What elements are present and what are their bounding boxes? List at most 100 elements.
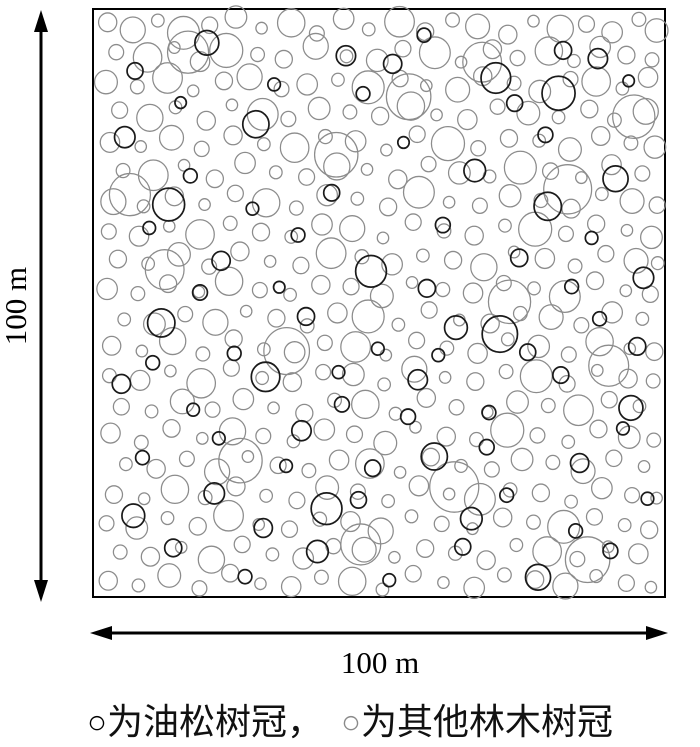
other-tree-crown-circle	[136, 199, 151, 214]
other-tree-crown-circle	[401, 355, 428, 383]
other-tree-crown-circle	[408, 125, 426, 144]
other-tree-crown-circle	[532, 133, 547, 148]
other-tree-crown-circle	[99, 131, 121, 154]
other-tree-crown-circle	[133, 434, 149, 451]
other-tree-crown-circle	[466, 372, 485, 391]
other-tree-crown-circle	[331, 72, 345, 87]
other-tree-crown-circle	[185, 219, 215, 250]
other-tree-crown-circle	[351, 389, 380, 420]
other-tree-crown-circle	[564, 536, 611, 584]
pine-crown-circle	[481, 404, 497, 421]
pine-crown-circle	[509, 248, 529, 268]
other-tree-crown-circle	[408, 475, 430, 497]
pine-crown-circle	[142, 220, 157, 236]
pine-crown-circle	[524, 563, 552, 592]
other-tree-crown-circle	[232, 387, 255, 411]
other-tree-crown-circle	[624, 486, 641, 504]
other-tree-crown-circle	[557, 225, 574, 243]
other-tree-crown-circle	[166, 241, 191, 267]
other-tree-crown-circle	[311, 274, 331, 295]
pine-crown-circle	[296, 306, 316, 327]
pine-crown-circle	[163, 538, 183, 558]
other-tree-crown-circle	[295, 403, 314, 423]
other-tree-crown-circle	[506, 390, 529, 414]
other-tree-crown-circle	[316, 334, 333, 352]
other-tree-crown-circle	[567, 53, 581, 69]
pine-crown-circle	[111, 373, 132, 395]
other-tree-crown-circle	[480, 313, 500, 334]
pine-crown-circle	[632, 266, 655, 290]
other-tree-crown-circle	[415, 248, 430, 263]
other-tree-crown-circle	[341, 362, 365, 387]
other-tree-crown-circle	[141, 256, 156, 271]
other-tree-crown-circle	[162, 418, 181, 438]
pine-crown-circle	[145, 354, 161, 371]
pine-crown-circle	[126, 61, 144, 81]
other-tree-crown-circle	[135, 344, 149, 358]
other-tree-crown-circle	[267, 308, 286, 328]
other-tree-crown-circle	[586, 214, 606, 234]
other-tree-crown-circle	[351, 536, 377, 563]
other-tree-crown-circle	[644, 18, 669, 43]
other-tree-crown-circle	[111, 101, 129, 120]
other-tree-crown-circle	[131, 578, 146, 593]
pine-crown-circle	[627, 336, 647, 357]
other-tree-crown-circle	[590, 476, 613, 500]
other-crown-legend-icon: ○	[341, 703, 361, 740]
other-tree-crown-circle	[202, 308, 229, 336]
pine-crown-circle	[602, 164, 629, 193]
other-tree-crown-circle	[186, 367, 217, 399]
other-tree-crown-circle	[543, 164, 593, 215]
other-tree-crown-circle	[448, 399, 465, 416]
other-tree-crown-circle	[396, 91, 426, 121]
other-tree-crown-circle	[162, 219, 176, 233]
pine-crown-circle	[322, 183, 341, 202]
other-tree-crown-circle	[209, 32, 244, 69]
other-tree-crown-circle	[129, 369, 151, 391]
pine-crown-circle	[569, 452, 590, 474]
other-tree-crown-circle	[498, 183, 522, 208]
other-tree-crown-circle	[365, 48, 389, 73]
pine-crown-circle	[567, 523, 584, 539]
other-tree-crown-circle	[585, 508, 604, 526]
other-tree-crown-circle	[562, 70, 579, 88]
other-tree-crown-circle	[292, 547, 315, 570]
other-tree-crown-circle	[632, 399, 647, 414]
other-tree-crown-circle	[225, 98, 239, 112]
pine-crown-circle	[355, 85, 371, 102]
other-tree-crown-circle	[361, 22, 376, 37]
x-axis-label: 100 m	[340, 645, 420, 680]
other-tree-crown-circle	[433, 515, 450, 533]
pine-crown-circle	[191, 283, 209, 301]
other-tree-crown-circle	[470, 253, 498, 282]
pine-crown-circle	[182, 167, 199, 184]
other-tree-crown-circle	[213, 499, 244, 532]
other-tree-crown-circle	[292, 256, 310, 275]
other-tree-crown-circle	[312, 511, 328, 527]
other-tree-crown-circle	[226, 476, 246, 497]
other-tree-crown-circle	[344, 130, 367, 153]
other-tree-crown-circle	[101, 367, 117, 384]
other-tree-crown-circle	[160, 474, 190, 505]
other-tree-crown-circle	[528, 79, 552, 104]
other-tree-crown-circle	[418, 36, 451, 70]
pine-crown-circle	[245, 201, 260, 216]
pine-crown-circle	[420, 442, 449, 471]
pine-crown-circle	[310, 491, 343, 526]
other-tree-crown-circle	[540, 397, 556, 414]
other-tree-crown-circle	[405, 275, 419, 289]
other-tree-crown-circle	[298, 168, 316, 186]
pine-crown-circle	[335, 44, 357, 67]
other-tree-crown-circle	[186, 84, 200, 98]
other-tree-crown-circle	[177, 305, 194, 323]
other-legend-group: ○为其他林木树冠	[341, 693, 613, 745]
other-tree-crown-circle	[166, 30, 210, 74]
pine-crown-circle	[331, 364, 346, 380]
pine-crown-circle	[443, 315, 469, 341]
other-tree-crown-circle	[224, 329, 243, 349]
other-tree-crown-circle	[436, 426, 457, 447]
other-tree-crown-circle	[490, 412, 525, 448]
other-tree-crown-circle	[534, 247, 556, 270]
other-tree-crown-circle	[487, 279, 532, 325]
other-tree-crown-circle	[137, 159, 169, 192]
